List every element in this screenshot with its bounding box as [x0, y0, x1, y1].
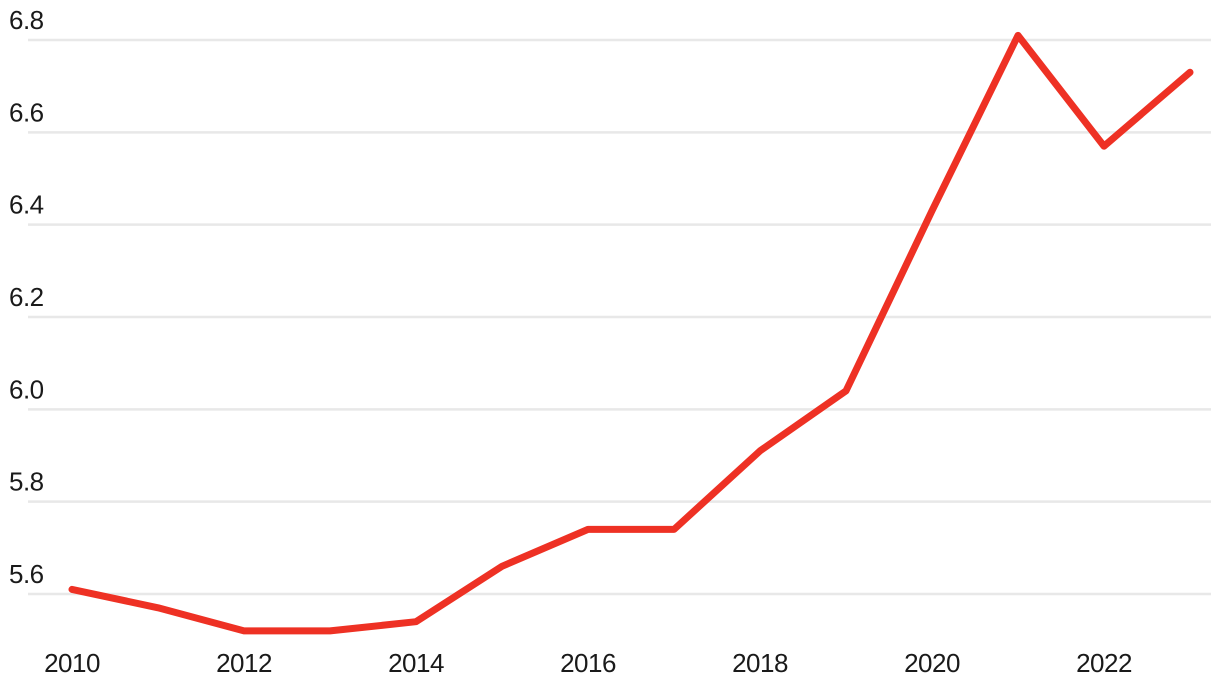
y-tick-label: 5.6 — [9, 559, 44, 589]
y-tick-label: 6.4 — [9, 190, 44, 220]
x-tick-label: 2016 — [560, 648, 616, 678]
x-tick-label: 2018 — [732, 648, 788, 678]
x-tick-label: 2014 — [388, 648, 444, 678]
y-tick-label: 6.8 — [9, 5, 44, 35]
x-tick-label: 2022 — [1076, 648, 1132, 678]
y-tick-label: 6.6 — [9, 97, 44, 127]
x-tick-label: 2010 — [44, 648, 100, 678]
y-tick-label: 6.2 — [9, 282, 44, 312]
series-line-value — [68, 31, 1194, 635]
y-tick-label: 5.8 — [9, 467, 44, 497]
x-tick-label: 2012 — [216, 648, 272, 678]
x-tick-label: 2020 — [904, 648, 960, 678]
y-tick-label: 6.0 — [9, 374, 44, 404]
